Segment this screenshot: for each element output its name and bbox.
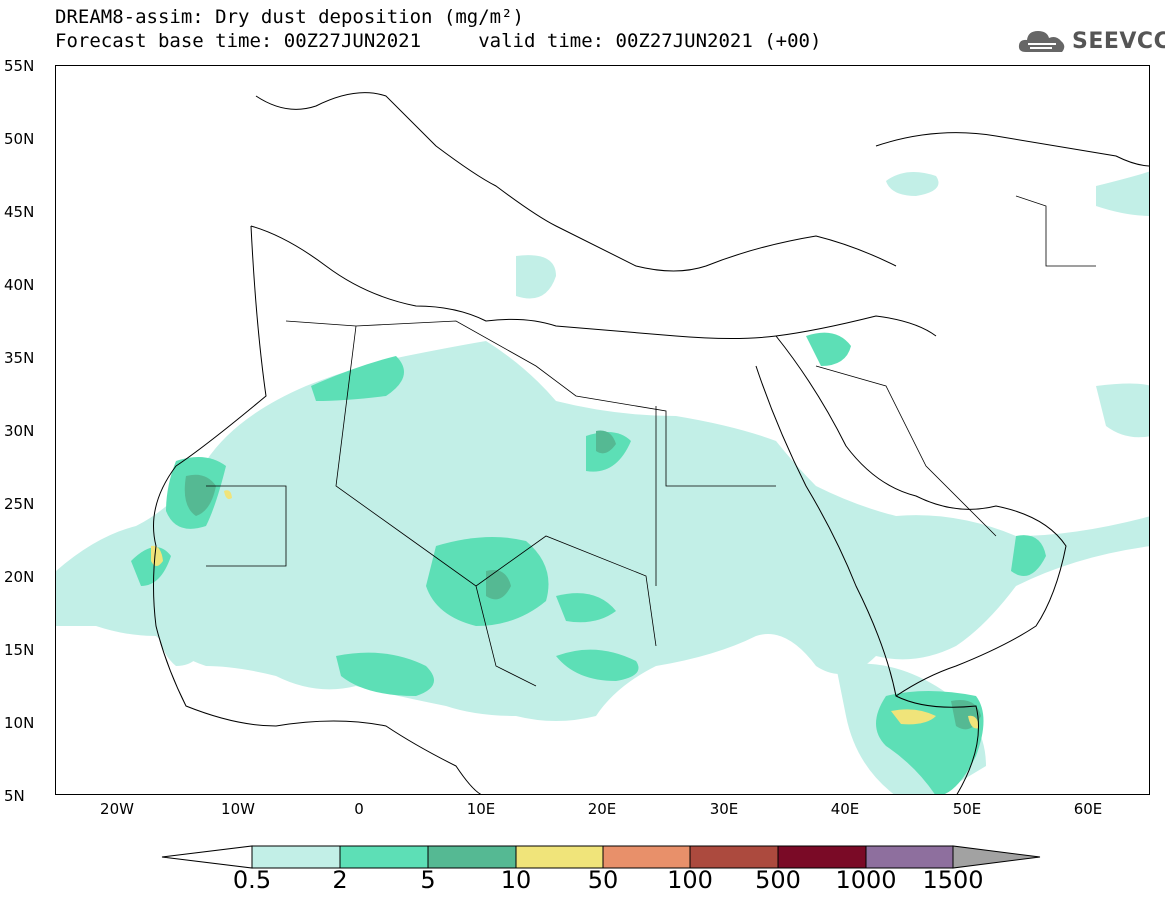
lat-label-25n: 25N (4, 495, 35, 513)
lon-label-20w: 20W (100, 800, 134, 818)
colorbar-label-100: 100 (667, 866, 713, 894)
lon-label-0: 0 (354, 800, 364, 818)
cloud-icon (1018, 31, 1065, 52)
colorbar-box-6 (689, 845, 779, 869)
colorbar-box-2 (339, 845, 429, 869)
lon-label-40e: 40E (830, 800, 860, 818)
coastlines (153, 92, 1149, 794)
colorbar-label-500: 500 (755, 866, 801, 894)
colorbar-label-10: 10 (500, 866, 532, 894)
lon-label-50e: 50E (952, 800, 982, 818)
lat-label-5n: 5N (4, 787, 25, 805)
title-line-1: DREAM8-assim: Dry dust deposition (mg/m²… (55, 6, 524, 28)
colorbar-box-1 (251, 845, 341, 869)
colorbar-box-3 (427, 845, 517, 869)
logo-text: SEEVCCC (1072, 28, 1165, 54)
colorbar-label-2: 2 (332, 866, 348, 894)
dust-deposition-map (56, 92, 1149, 794)
lon-label-30e: 30E (709, 800, 739, 818)
lon-label-60e: 60E (1073, 800, 1103, 818)
lat-label-40n: 40N (4, 276, 35, 294)
lat-label-15n: 15N (4, 641, 35, 659)
title-line-2: Forecast base time: 00Z27JUN2021 valid t… (55, 30, 822, 52)
lat-label-10n: 10N (4, 714, 35, 732)
colorbar-box-8 (865, 845, 954, 869)
colorbar-box-5 (602, 845, 691, 869)
lat-label-45n: 45N (4, 203, 35, 221)
colorbar-label-0.5: 0.5 (232, 866, 272, 894)
lat-label-55n: 55N (4, 57, 35, 75)
colorbar-label-50: 50 (587, 866, 619, 894)
colorbar-left-arrow (161, 845, 253, 869)
lat-label-35n: 35N (4, 349, 35, 367)
map-frame (55, 65, 1150, 795)
lat-label-50n: 50N (4, 130, 35, 148)
colorbar-box-4 (515, 845, 604, 869)
colorbar-label-1000: 1000 (835, 866, 897, 894)
dust-level-4 (151, 490, 979, 729)
colorbar (161, 845, 1041, 869)
lon-label-10e: 10E (466, 800, 496, 818)
lon-label-20e: 20E (587, 800, 617, 818)
colorbar-right-arrow (952, 845, 1041, 869)
lon-label-10w: 10W (221, 800, 255, 818)
lat-label-20n: 20N (4, 568, 35, 586)
seevccc-logo: SEEVCCC (1016, 26, 1165, 56)
colorbar-box-7 (777, 845, 867, 869)
colorbar-label-5: 5 (420, 866, 436, 894)
country-borders (206, 195, 1096, 687)
lat-label-30n: 30N (4, 422, 35, 440)
colorbar-label-1500: 1500 (922, 866, 984, 894)
